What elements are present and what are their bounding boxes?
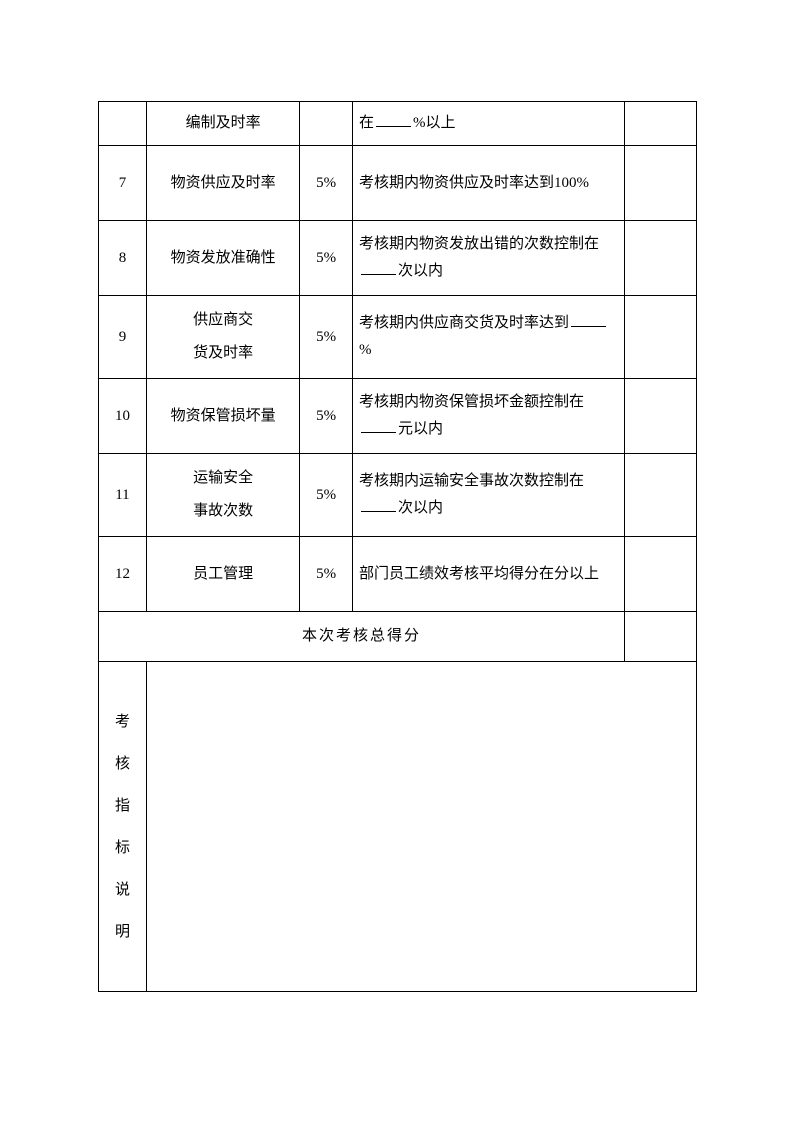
assessment-table-container: 编制及时率 在 %以上 7 物资供应及时率 5% 考核期内物资供应及时率达到100… [98,101,697,992]
v-char: 考 [103,701,142,743]
cell-pct [300,102,353,146]
assessment-table: 编制及时率 在 %以上 7 物资供应及时率 5% 考核期内物资供应及时率达到100… [98,101,697,992]
cell-score [625,221,697,296]
cell-pct: 5% [300,379,353,454]
desc-prefix: 在 [359,115,374,131]
desc-prefix: 考核期内物资发放出错的次数控制在 [359,236,599,252]
blank-field [571,312,606,327]
table-row: 8 物资发放准确性 5% 考核期内物资发放出错的次数控制在次以内 [99,221,697,296]
cell-name: 员工管理 [146,537,299,612]
vertical-label-cell: 考 核 指 标 说 明 [99,662,147,992]
cell-desc: 考核期内供应商交货及时率达到% [353,296,625,379]
cell-pct: 5% [300,146,353,221]
cell-score [625,146,697,221]
blank-field [361,497,396,512]
cell-num: 11 [99,454,147,537]
cell-desc: 考核期内物资发放出错的次数控制在次以内 [353,221,625,296]
cell-score [625,379,697,454]
blank-field [376,112,411,127]
cell-name: 供应商交 货及时率 [146,296,299,379]
cell-pct: 5% [300,221,353,296]
cell-desc: 考核期内物资保管损坏金额控制在元以内 [353,379,625,454]
desc-suffix: %以上 [413,115,456,131]
v-char: 明 [103,911,142,953]
cell-num: 9 [99,296,147,379]
desc-suffix: % [359,342,372,358]
desc-suffix: 次以内 [398,263,443,279]
cell-desc: 考核期内运输安全事故次数控制在次以内 [353,454,625,537]
total-row: 本次考核总得分 [99,612,697,662]
table-row: 10 物资保管损坏量 5% 考核期内物资保管损坏金额控制在元以内 [99,379,697,454]
desc-prefix: 考核期内运输安全事故次数控制在 [359,473,584,489]
cell-num: 7 [99,146,147,221]
name-line1: 供应商交 [193,312,253,328]
v-char: 标 [103,827,142,869]
cell-desc: 部门员工绩效考核平均得分在分以上 [353,537,625,612]
cell-score [625,454,697,537]
desc-prefix: 考核期内供应商交货及时率达到 [359,315,569,331]
cell-num [99,102,147,146]
explanation-body [146,662,696,992]
v-char: 核 [103,743,142,785]
v-char: 说 [103,869,142,911]
total-score [625,612,697,662]
cell-pct: 5% [300,454,353,537]
cell-score [625,537,697,612]
cell-num: 10 [99,379,147,454]
table-row: 7 物资供应及时率 5% 考核期内物资供应及时率达到100% [99,146,697,221]
cell-pct: 5% [300,537,353,612]
cell-desc: 考核期内物资供应及时率达到100% [353,146,625,221]
v-char: 指 [103,785,142,827]
cell-num: 8 [99,221,147,296]
cell-name: 运输安全 事故次数 [146,454,299,537]
cell-name: 物资保管损坏量 [146,379,299,454]
table-row: 11 运输安全 事故次数 5% 考核期内运输安全事故次数控制在次以内 [99,454,697,537]
table-row: 12 员工管理 5% 部门员工绩效考核平均得分在分以上 [99,537,697,612]
table-row: 编制及时率 在 %以上 [99,102,697,146]
desc-suffix: 次以内 [398,500,443,516]
name-line2: 货及时率 [193,345,253,361]
table-row: 9 供应商交 货及时率 5% 考核期内供应商交货及时率达到% [99,296,697,379]
desc-prefix: 考核期内物资保管损坏金额控制在 [359,394,584,410]
cell-pct: 5% [300,296,353,379]
cell-name: 编制及时率 [146,102,299,146]
blank-field [361,418,396,433]
name-line1: 运输安全 [193,470,253,486]
name-line2: 事故次数 [193,503,253,519]
cell-name: 物资供应及时率 [146,146,299,221]
desc-suffix: 元以内 [398,421,443,437]
cell-desc: 在 %以上 [353,102,625,146]
blank-field [361,260,396,275]
total-label: 本次考核总得分 [99,612,625,662]
cell-name: 物资发放准确性 [146,221,299,296]
explanation-row: 考 核 指 标 说 明 [99,662,697,992]
cell-score [625,296,697,379]
cell-num: 12 [99,537,147,612]
cell-score [625,102,697,146]
